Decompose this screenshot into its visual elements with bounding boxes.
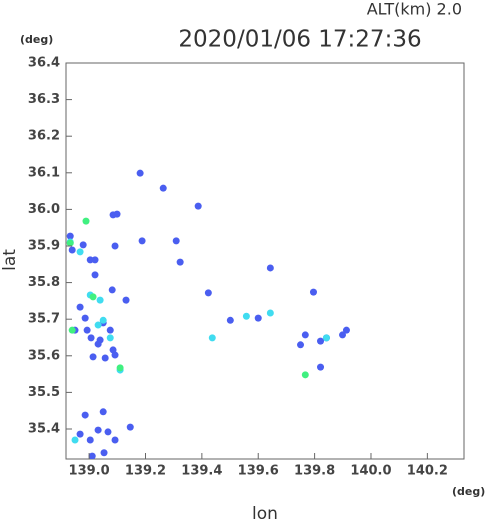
echo-point	[83, 326, 91, 334]
echo-point	[68, 326, 76, 334]
echo-point	[116, 364, 124, 372]
echo-point	[76, 303, 84, 311]
echo-point	[91, 271, 99, 279]
x-tick-label: 139.2	[125, 464, 166, 479]
x-axis-label: lon	[252, 504, 278, 521]
echo-point	[317, 337, 325, 345]
chart-title: 2020/01/06 17:27:36	[178, 27, 421, 53]
echo-point	[101, 354, 109, 362]
echo-point	[226, 316, 234, 324]
echo-point	[172, 237, 180, 245]
x-tick-label: 140.2	[407, 464, 448, 479]
echo-point	[94, 321, 102, 329]
y-tick-label: 35.4	[28, 421, 60, 436]
echo-point	[317, 363, 325, 371]
y-tick-label: 35.5	[28, 385, 60, 400]
echo-point	[108, 286, 116, 294]
y-tick-label: 36.2	[28, 129, 60, 144]
echo-point	[136, 169, 144, 177]
echo-point	[71, 436, 79, 444]
echo-point	[100, 449, 108, 457]
echo-point	[86, 256, 94, 264]
echo-point	[242, 312, 250, 320]
echo-point	[109, 346, 117, 354]
x-tick-label: 139.0	[69, 464, 110, 479]
y-tick-label: 35.9	[28, 238, 60, 253]
echo-point	[89, 293, 97, 301]
echo-point	[322, 334, 330, 342]
echo-point	[159, 184, 167, 192]
echo-point	[81, 411, 89, 419]
echo-point	[176, 258, 184, 266]
echo-point	[138, 237, 146, 245]
echo-point	[68, 246, 76, 254]
echo-point	[106, 334, 114, 342]
y-tick-label: 36.0	[28, 202, 60, 217]
y-tick-label: 35.8	[28, 275, 60, 290]
x-tick-label: 139.4	[181, 464, 222, 479]
echo-point	[266, 264, 274, 272]
x-tick-label: 139.6	[238, 464, 279, 479]
echo-point	[86, 436, 94, 444]
echo-point	[76, 248, 84, 256]
echo-point	[82, 217, 90, 225]
echo-point	[111, 436, 119, 444]
echo-point	[342, 326, 350, 334]
echo-point	[106, 326, 114, 334]
points	[66, 169, 350, 459]
echo-point	[266, 309, 274, 317]
echo-point	[88, 452, 96, 459]
y-tick-label: 35.6	[28, 348, 60, 363]
y-tick-label: 35.7	[28, 312, 60, 327]
echo-point	[126, 423, 134, 431]
echo-point	[66, 239, 74, 247]
echo-point	[309, 288, 317, 296]
x-tick-label: 139.8	[294, 464, 335, 479]
echo-point	[99, 316, 107, 324]
y-tick-label: 36.4	[28, 56, 60, 71]
echo-point	[301, 331, 309, 339]
echo-point	[79, 241, 87, 249]
echo-point	[297, 341, 305, 349]
echo-point	[76, 430, 84, 438]
echo-point	[113, 210, 121, 218]
altitude-label: ALT(km) 2.0	[367, 0, 462, 19]
echo-point	[89, 353, 97, 361]
y-unit: (deg)	[20, 33, 53, 46]
echo-point	[339, 331, 347, 339]
echo-point	[94, 426, 102, 434]
echo-point	[194, 202, 202, 210]
echo-point	[81, 314, 89, 322]
y-tick-label: 36.1	[28, 165, 60, 180]
y-axis-label: lat	[0, 249, 20, 271]
x-unit: (deg)	[452, 485, 485, 498]
echo-point	[87, 334, 95, 342]
echo-point	[122, 296, 130, 304]
y-tick-label: 36.3	[28, 92, 60, 107]
x-tick-label: 140.0	[350, 464, 391, 479]
echo-point	[94, 340, 102, 348]
echo-point	[208, 334, 216, 342]
echo-point	[254, 314, 262, 322]
echo-point	[99, 408, 107, 416]
echo-point	[301, 371, 309, 379]
echo-point	[204, 289, 212, 297]
echo-point	[104, 428, 112, 436]
echo-point	[111, 242, 119, 250]
echo-point	[91, 256, 99, 264]
echo-point	[96, 296, 104, 304]
echo-point	[66, 232, 74, 240]
plot-frame	[65, 62, 465, 460]
